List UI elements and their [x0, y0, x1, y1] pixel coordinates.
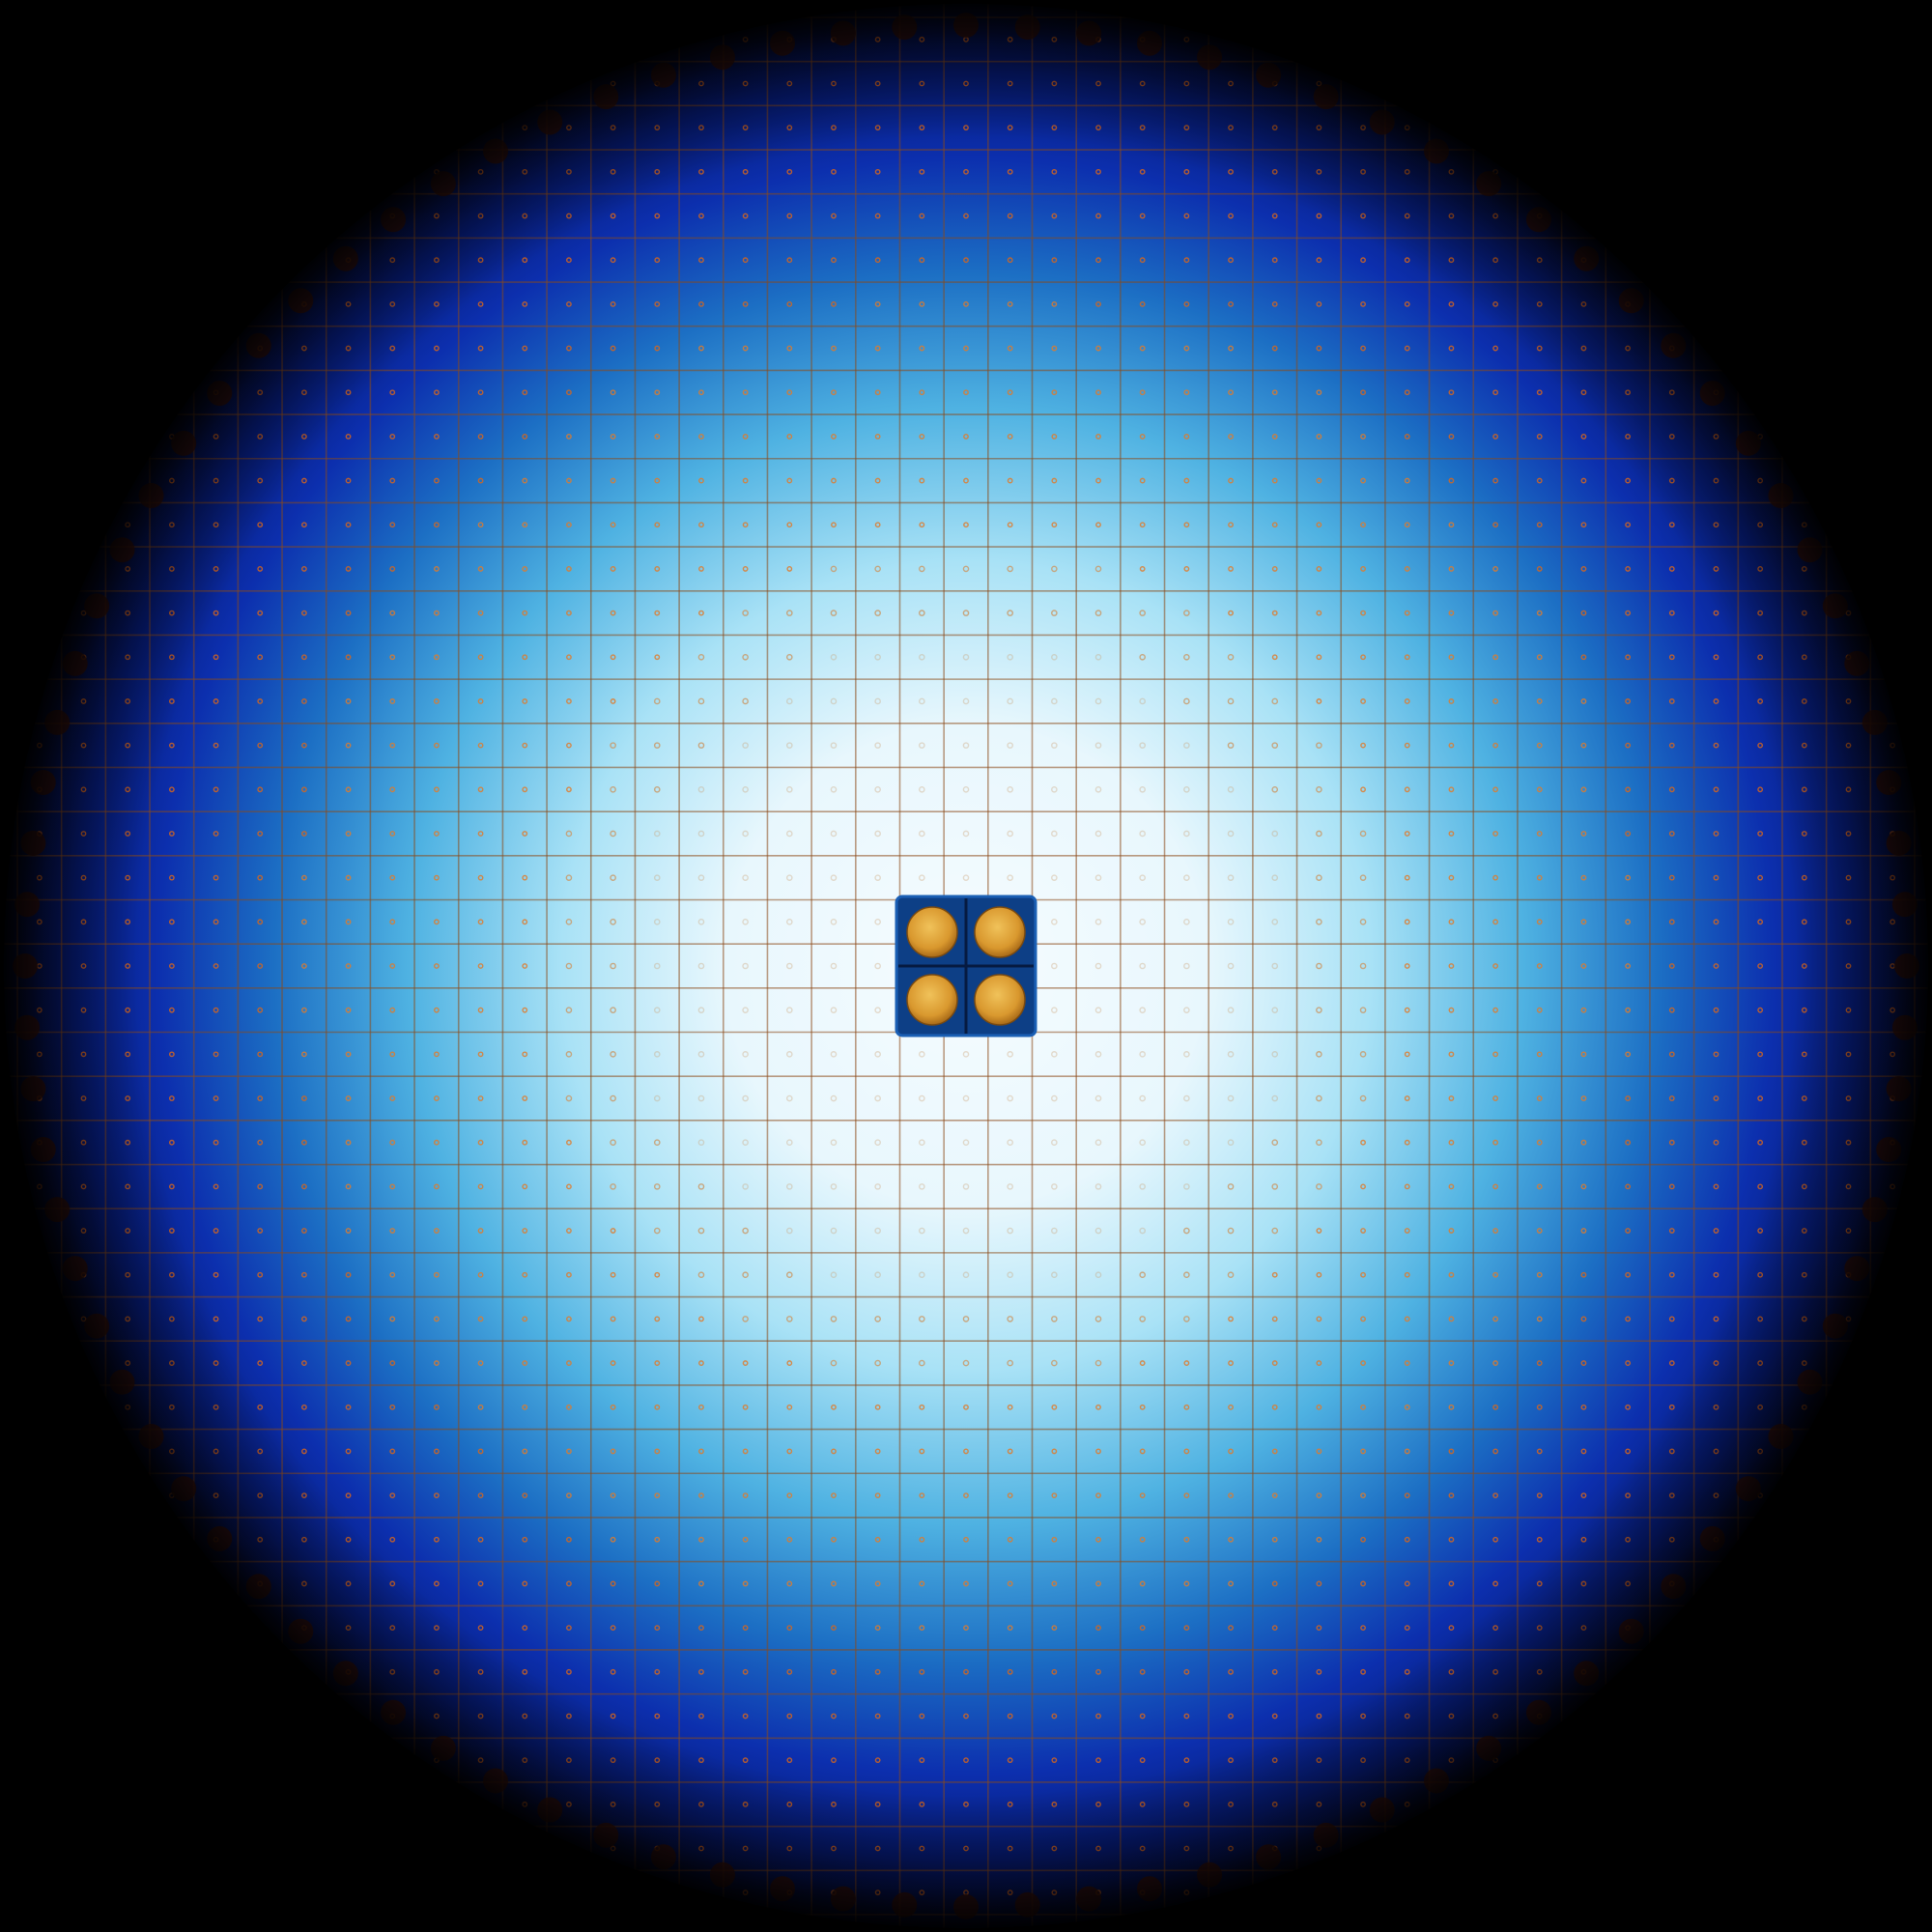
central-fuel-assembly: [895, 895, 1037, 1037]
fuel-pin: [906, 906, 958, 958]
fuel-pin: [974, 974, 1026, 1026]
fuel-pin: [906, 974, 958, 1026]
fuel-pin: [974, 906, 1026, 958]
